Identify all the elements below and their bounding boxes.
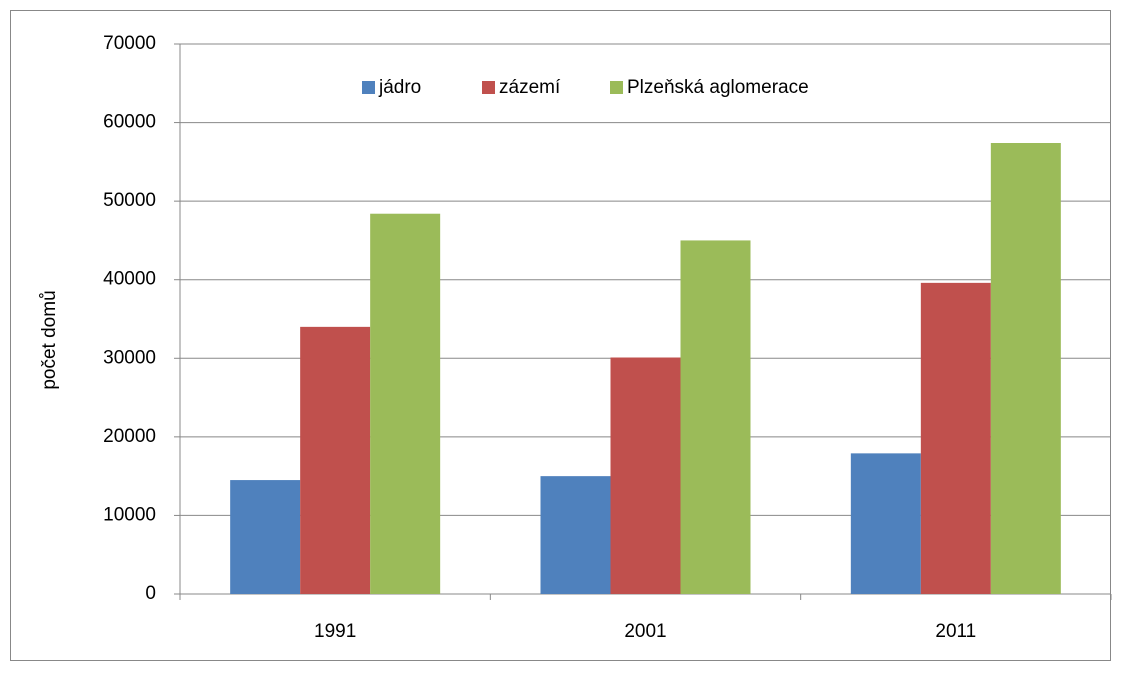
legend-label: zázemí bbox=[499, 77, 561, 98]
legend-label: jádro bbox=[378, 77, 421, 98]
legend-swatch bbox=[362, 81, 375, 94]
y-tick-label: 30000 bbox=[103, 347, 156, 368]
y-axis-title: počet domů bbox=[39, 290, 60, 389]
x-tick-label: 1991 bbox=[314, 621, 356, 642]
bar bbox=[540, 476, 611, 594]
bar bbox=[850, 453, 921, 594]
bar bbox=[610, 357, 681, 594]
x-tick-label: 2011 bbox=[935, 621, 976, 642]
y-tick-label: 10000 bbox=[103, 504, 156, 525]
y-tick-label: 70000 bbox=[103, 33, 156, 54]
bar bbox=[370, 213, 441, 594]
bar bbox=[680, 240, 751, 594]
legend-label: Plzeňská aglomerace bbox=[627, 77, 809, 98]
bar bbox=[300, 326, 371, 594]
x-tick-label: 2001 bbox=[624, 621, 666, 642]
legend-swatch bbox=[610, 81, 623, 94]
bar bbox=[990, 143, 1061, 594]
y-tick-label: 40000 bbox=[103, 269, 156, 290]
y-tick-label: 50000 bbox=[103, 190, 156, 211]
bar bbox=[920, 282, 991, 594]
y-tick-label: 0 bbox=[145, 583, 156, 604]
y-tick-label: 60000 bbox=[103, 112, 156, 133]
y-tick-label: 20000 bbox=[103, 426, 156, 447]
bar bbox=[230, 480, 301, 594]
legend-swatch bbox=[482, 81, 495, 94]
